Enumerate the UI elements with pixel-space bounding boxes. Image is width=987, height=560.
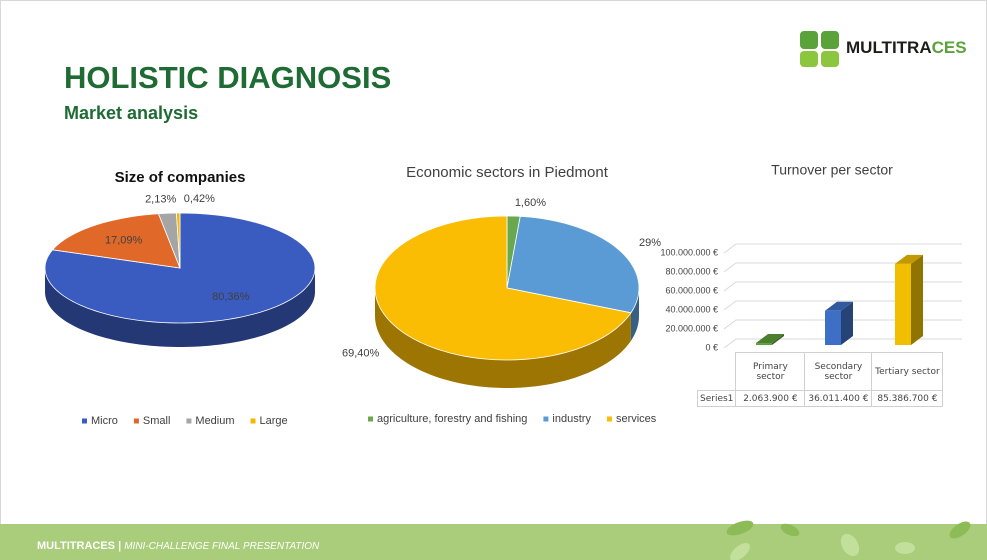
slice-side [45,268,315,347]
legend-swatch [133,418,139,424]
grid-line [723,243,962,254]
footer-tagline: MINI-CHALLENGE FINAL PRESENTATION [124,541,320,552]
legend-swatch [543,416,549,422]
slide-title: HOLISTIC DIAGNOSIS [64,60,391,95]
footer-text: MULTITRACES | MINI-CHALLENGE FINAL PRESE… [37,540,320,552]
legend-label: Micro [91,415,118,427]
bar [756,343,772,345]
logo-icon [800,31,839,67]
grid-line [723,300,962,311]
data-label: 80,36% [212,291,250,303]
table-header-row: Primary sector Secondary sector Tertiary s… [697,352,944,391]
data-label: 17,09% [105,234,143,246]
bar-top [756,334,784,344]
bar-side [911,254,923,345]
bar-top [825,301,853,311]
chart-title: Economic sectors in Piedmont [406,164,609,181]
grid-line [723,262,962,273]
data-label: 0,42% [184,193,215,205]
table-value: 85.386.700 € [871,390,944,407]
bar [895,263,911,345]
y-tick-label: 60.000.000 € [665,285,718,295]
legend-swatch [368,416,373,422]
slide-subtitle: Market analysis [64,103,198,123]
y-tick-label: 40.000.000 € [665,304,718,314]
chart-title: Turnover per sector [771,162,893,178]
legend-label: Small [143,415,171,427]
footer-band [0,524,987,560]
pie-slice [506,215,640,314]
logo-text: MULTITRACES [846,38,967,57]
footer-leaves [726,520,971,560]
data-table: Primary sector Secondary sector Tertiary s… [696,352,944,407]
pie-slice [51,213,181,269]
logo-accent: CES [932,38,967,57]
pie-slice [374,215,632,361]
legend-swatch [186,418,192,424]
table-value: 36.011.400 € [804,390,873,407]
slice-side [375,288,631,388]
data-label: 69,40% [342,347,380,359]
legend-label: services [616,413,657,425]
legend-label: industry [552,413,591,425]
table-corner [697,352,737,391]
y-tick-label: 80.000.000 € [665,266,718,276]
y-tick-label: 0 € [705,342,718,352]
y-tick-label: 100.000.000 € [660,247,718,257]
chart-title: Size of companies [115,169,246,186]
bar-top [895,254,923,264]
grid-line [723,338,962,349]
legend-label: Large [260,415,288,427]
pie-slice [176,212,181,269]
legend-swatch [82,418,87,424]
bar-side [841,301,853,345]
table-category: Secondary sector [804,352,873,391]
bar [825,310,841,345]
footer-brand: MULTITRACES | [37,540,121,552]
legend-label: Medium [195,415,234,427]
legend-label: agriculture, forestry and fishing [377,413,527,425]
table-category: Primary sector [735,352,806,391]
data-label: 29% [639,237,661,249]
legend-swatch [606,416,612,422]
logo-main: MULTITRA [846,38,932,57]
table-series-name: Series1 [696,390,737,407]
bar-side [772,334,784,345]
table-value-row: Series1 2.063.900 €36.011.400 €85.386.700… [696,390,944,407]
table-category: Tertiary sector [871,352,944,391]
data-label: 2,13% [145,193,176,205]
grid-line [723,319,962,330]
data-label: 1,60% [515,197,546,209]
legend-swatch [250,418,256,424]
table-value: 2.063.900 € [735,390,806,407]
y-tick-label: 20.000.000 € [665,323,718,333]
grid-line [723,281,962,292]
